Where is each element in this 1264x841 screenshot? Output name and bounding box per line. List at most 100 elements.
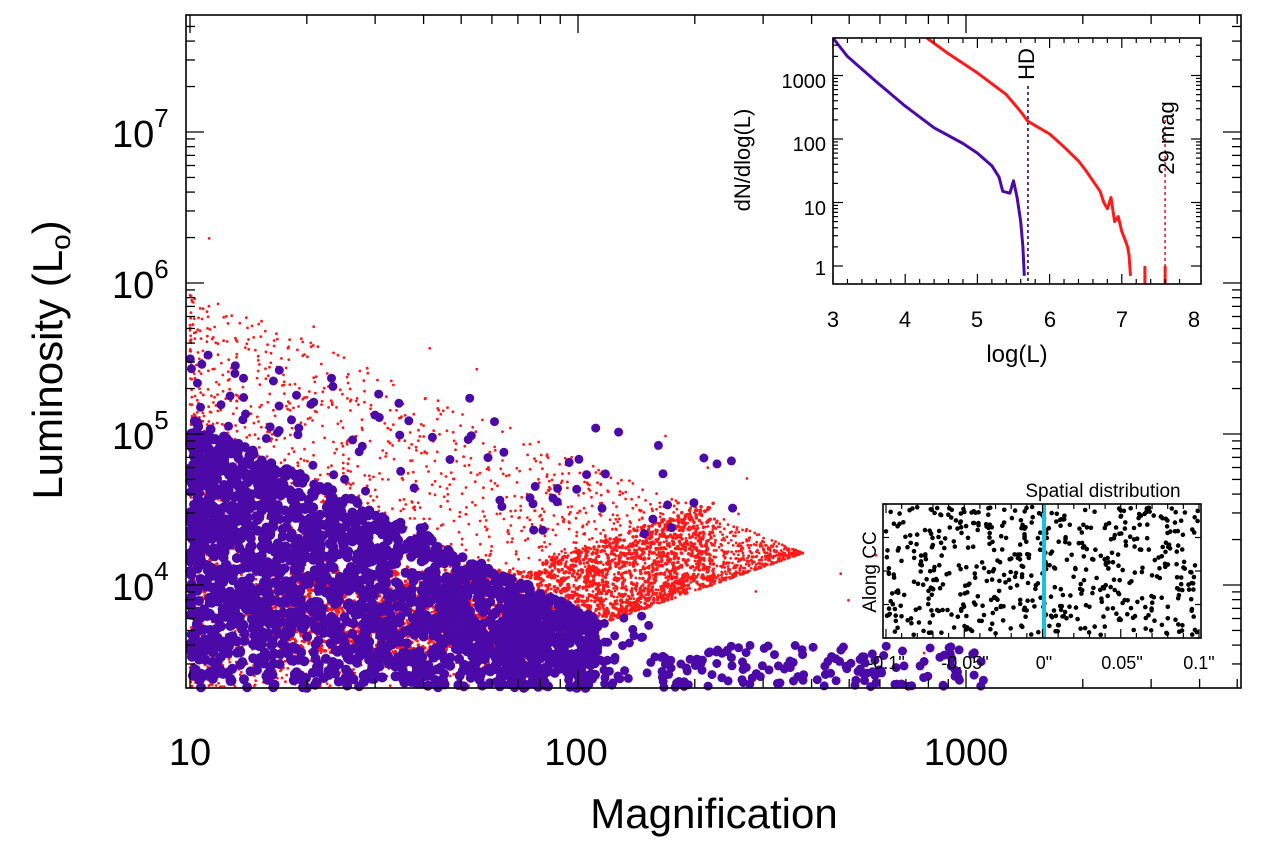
- red-point: [389, 428, 392, 432]
- red-point: [614, 585, 619, 590]
- red-point: [687, 533, 691, 536]
- red-point: [783, 551, 787, 555]
- red-point: [489, 552, 492, 556]
- red-point: [771, 545, 775, 548]
- red-point: [675, 507, 679, 511]
- red-point: [418, 506, 422, 509]
- red-point: [268, 392, 272, 396]
- red-point: [777, 558, 780, 562]
- red-point: [342, 471, 345, 475]
- red-point: [341, 609, 345, 613]
- red-point: [290, 481, 294, 485]
- red-point: [748, 569, 751, 573]
- red-point: [288, 338, 291, 342]
- red-point: [504, 561, 508, 565]
- red-point: [460, 543, 464, 546]
- red-point: [545, 475, 549, 479]
- red-point: [369, 494, 372, 498]
- red-point: [794, 549, 798, 552]
- red-point: [654, 588, 658, 592]
- red-point: [342, 356, 346, 359]
- red-point: [211, 683, 214, 687]
- red-point: [576, 511, 579, 515]
- red-point: [287, 345, 291, 349]
- red-point: [416, 643, 421, 647]
- red-point: [631, 564, 636, 568]
- red-point: [459, 424, 462, 427]
- red-point: [189, 316, 193, 320]
- red-point: [639, 571, 643, 576]
- red-point: [763, 554, 767, 558]
- red-point: [557, 492, 561, 495]
- red-point: [623, 592, 627, 597]
- red-point: [754, 568, 758, 571]
- red-point: [689, 506, 693, 510]
- red-point: [504, 474, 508, 478]
- red-point: [666, 555, 670, 559]
- red-point: [501, 472, 505, 476]
- red-point: [714, 548, 718, 552]
- red-point: [611, 582, 615, 586]
- red-point: [418, 435, 422, 438]
- red-point: [709, 536, 713, 540]
- red-point: [323, 436, 327, 440]
- red-point: [432, 641, 436, 644]
- red-point: [751, 562, 754, 565]
- red-point: [341, 467, 345, 470]
- red-point: [420, 451, 423, 455]
- red-point: [620, 478, 623, 482]
- red-point: [744, 529, 748, 533]
- red-point: [697, 587, 701, 591]
- red-point: [520, 529, 523, 533]
- red-point: [388, 441, 392, 445]
- red-point: [336, 353, 340, 357]
- red-point: [525, 516, 529, 519]
- red-point: [485, 527, 489, 531]
- red-point: [283, 458, 286, 462]
- red-point: [655, 492, 658, 495]
- red-point: [192, 372, 196, 375]
- red-point: [619, 573, 624, 577]
- red-point: [432, 429, 436, 432]
- red-point: [303, 353, 306, 356]
- red-point: [650, 507, 654, 511]
- red-point: [570, 590, 574, 594]
- red-point: [402, 507, 405, 511]
- red-point: [260, 403, 263, 407]
- red-point: [346, 381, 350, 385]
- red-point: [638, 586, 643, 591]
- red-point: [655, 572, 659, 576]
- red-point: [602, 563, 605, 566]
- red-point: [439, 472, 443, 475]
- red-point: [216, 393, 219, 396]
- red-point: [309, 341, 313, 345]
- red-point: [288, 408, 292, 412]
- red-point: [682, 588, 686, 591]
- red-point: [584, 584, 589, 589]
- red-point: [617, 577, 621, 581]
- red-point: [216, 353, 220, 357]
- red-point: [636, 562, 639, 566]
- red-point: [490, 487, 494, 491]
- red-point: [406, 621, 411, 625]
- red-point: [264, 367, 267, 371]
- red-point: [348, 399, 352, 403]
- red-point: [430, 610, 434, 614]
- red-point: [235, 352, 239, 356]
- red-point: [215, 421, 219, 425]
- red-point: [341, 392, 344, 396]
- red-point: [319, 651, 323, 655]
- red-point: [377, 505, 381, 509]
- red-point: [366, 371, 370, 375]
- red-point: [553, 588, 557, 593]
- red-point: [684, 501, 688, 505]
- red-point: [438, 485, 442, 488]
- red-point: [778, 554, 782, 557]
- red-point: [762, 536, 765, 540]
- red-point: [566, 480, 569, 484]
- red-point: [458, 510, 462, 514]
- red-point: [282, 392, 286, 395]
- red-point: [284, 404, 288, 408]
- red-point: [518, 469, 522, 473]
- red-point: [288, 402, 292, 405]
